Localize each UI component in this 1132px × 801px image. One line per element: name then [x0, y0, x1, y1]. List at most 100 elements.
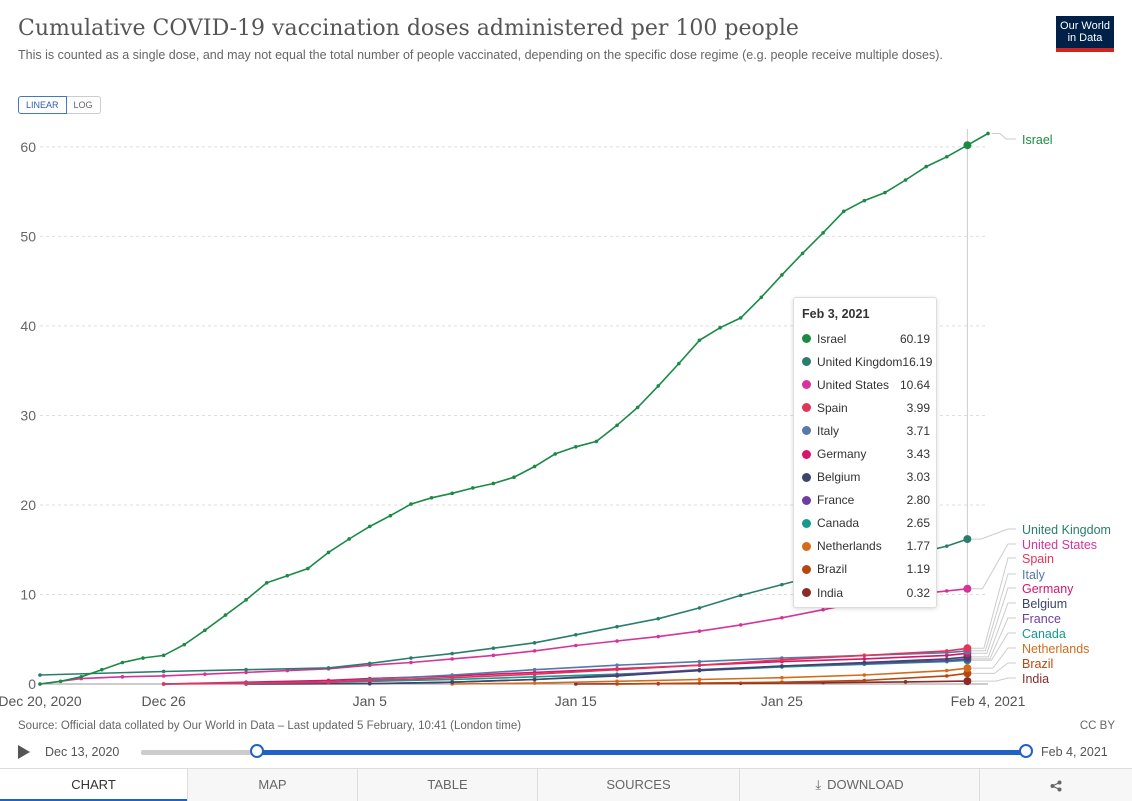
data-point: [821, 607, 825, 612]
data-point: [553, 452, 558, 456]
tooltip-row: Israel 60.19: [794, 327, 936, 350]
scale-toggle[interactable]: LINEAR LOG: [18, 96, 101, 114]
legend-label: Netherlands: [1022, 642, 1089, 656]
tooltip-series-dot: [802, 472, 811, 482]
data-point: [615, 423, 619, 428]
tooltip-series-name: United Kingdom: [817, 354, 903, 369]
tooltip-series-dot: [802, 334, 811, 344]
tab-bar: CHART MAP TABLE SOURCES ⤓ DOWNLOAD: [0, 768, 1132, 801]
data-point: [821, 231, 825, 235]
data-point: [738, 316, 743, 320]
tooltip-series-name: Brazil: [817, 562, 848, 577]
license-link[interactable]: CC BY: [1079, 720, 1115, 732]
data-point: [161, 682, 166, 686]
tooltip-series-name: Belgium: [817, 470, 861, 485]
data-point: [944, 653, 949, 658]
play-icon[interactable]: [18, 745, 30, 759]
hover-tooltip: Feb 3, 2021 Israel 60.19 United Kingdom 16.…: [793, 297, 937, 608]
log-scale-button[interactable]: LOG: [66, 96, 101, 114]
tooltip-row: Brazil 1.19: [794, 558, 936, 581]
tooltip-series-dot: [802, 403, 811, 413]
legend-leader-line: [971, 557, 1016, 649]
data-point: [615, 639, 619, 643]
series-line-spain: [163, 647, 968, 685]
data-point: [532, 667, 537, 672]
data-point: [532, 677, 537, 682]
data-point: [306, 566, 310, 571]
data-point: [656, 616, 661, 621]
data-point: [800, 251, 805, 256]
tooltip-series-name: Germany: [817, 447, 867, 462]
data-point: [264, 581, 269, 585]
tooltip-series-dot: [802, 426, 811, 436]
data-point: [244, 598, 248, 602]
chart-title: Cumulative COVID-19 vaccination doses ad…: [18, 16, 799, 41]
legend-label: Israel: [1022, 133, 1053, 147]
data-point: [120, 675, 125, 679]
data-point: [697, 659, 702, 664]
tooltip-row: United Kingdom 16.19: [794, 350, 936, 373]
tooltip-series-name: Israel: [817, 331, 847, 346]
timeline-selected-range[interactable]: [257, 750, 1026, 755]
data-point: [450, 675, 454, 680]
tooltip-row: United States 10.64: [794, 373, 936, 396]
data-point: [347, 537, 351, 541]
tooltip-series-dot: [802, 564, 811, 574]
linear-scale-button[interactable]: LINEAR: [18, 96, 67, 114]
data-point: [491, 653, 496, 658]
y-tick-label: 30: [20, 407, 36, 423]
series-line-netherlands: [452, 667, 968, 685]
data-point: [532, 464, 537, 469]
tab-download[interactable]: ⤓ DOWNLOAD: [739, 769, 979, 801]
tab-chart[interactable]: CHART: [0, 769, 187, 801]
x-tick-label: Feb 4, 2021: [951, 693, 1026, 709]
legend-leader-line: [971, 617, 1016, 660]
tooltip-date: Feb 3, 2021: [802, 307, 870, 321]
legend-leader-line: [971, 677, 1016, 682]
tab-map[interactable]: MAP: [187, 769, 357, 801]
data-point: [697, 606, 702, 610]
line-chart[interactable]: 0 10 20 30 40 50 60 Dec 20, 2020 Dec 26 Jan 5 Jan …: [0, 110, 1132, 710]
data-point: [883, 190, 887, 195]
tooltip-series-value: 1.19: [906, 562, 930, 577]
timeline[interactable]: Dec 13, 2020 Feb 4, 2021: [18, 742, 1118, 762]
tab-table[interactable]: TABLE: [357, 769, 537, 801]
legend-label: Germany: [1022, 582, 1074, 596]
data-point: [532, 672, 537, 676]
timeline-start-handle[interactable]: [250, 744, 264, 758]
y-tick-label: 40: [20, 318, 36, 334]
tab-sources[interactable]: SOURCES: [537, 769, 739, 801]
legend-label: Brazil: [1022, 657, 1053, 671]
timeline-end-handle[interactable]: [1019, 744, 1033, 758]
data-point: [944, 154, 949, 159]
data-point: [532, 675, 537, 679]
data-point: [532, 649, 537, 653]
tooltip-row: Germany 3.43: [794, 442, 936, 465]
tooltip-series-value: 10.64: [899, 377, 930, 392]
data-point: [697, 663, 702, 668]
x-tick-label: Jan 15: [555, 693, 597, 709]
series-line-brazil: [616, 672, 968, 685]
tooltip-series-name: Italy: [817, 423, 840, 438]
data-point: [862, 653, 867, 658]
data-point: [574, 632, 578, 637]
data-point: [656, 634, 661, 639]
data-point: [450, 491, 454, 496]
data-point: [903, 178, 908, 182]
tooltip-series-value: 2.80: [906, 493, 930, 508]
data-point: [120, 660, 125, 665]
data-point: [862, 660, 867, 665]
tab-share[interactable]: [979, 769, 1132, 801]
owid-logo[interactable]: Our World in Data: [1056, 16, 1114, 52]
tooltip-series-dot: [802, 588, 811, 598]
data-point: [738, 593, 743, 598]
logo-line-2: in Data: [1067, 32, 1103, 44]
data-point: [450, 651, 454, 656]
data-point: [944, 589, 949, 593]
data-point: [470, 486, 475, 490]
data-point: [635, 405, 640, 410]
data-point: [615, 624, 619, 629]
tooltip-row: Italy 3.71: [794, 419, 936, 442]
data-point: [491, 646, 496, 650]
data-point: [944, 674, 949, 678]
